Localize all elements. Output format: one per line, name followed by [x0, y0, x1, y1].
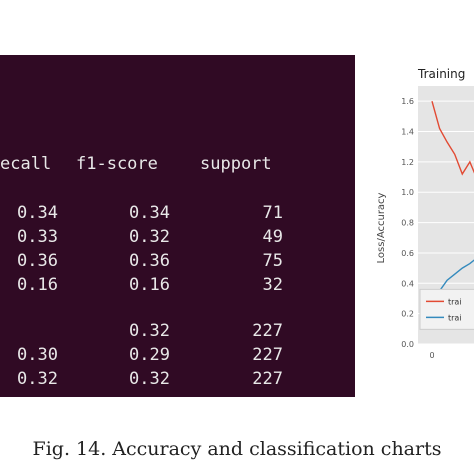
header-support: support	[200, 154, 272, 174]
y-tick-label: 1.4	[401, 128, 414, 137]
terminal-classification-report: ecall f1-score support 0.34 0.34 71 0.33 0.3…	[0, 55, 355, 397]
chart-ylabel: Loss/Accuracy	[376, 192, 387, 263]
legend-label: trai	[448, 313, 462, 322]
report-cell-recall: 0.33	[17, 227, 58, 247]
x-ticks: 0	[429, 351, 434, 360]
report-cell-recall: 0.32	[17, 369, 58, 389]
y-tick-label: 0.0	[401, 340, 414, 349]
report-cell-f1: 0.32	[129, 321, 170, 341]
series-line-1	[431, 259, 474, 295]
y-ticks: 0.0 0.2 0.4 0.6 0.8 1.0 1.2 1.4 1.6	[401, 97, 414, 349]
report-cell-support: 227	[252, 321, 283, 341]
y-tick-label: 0.4	[401, 279, 414, 288]
report-cell-f1: 0.34	[129, 203, 170, 223]
x-tick-label: 0	[429, 351, 434, 360]
header-f1-score: f1-score	[76, 154, 158, 174]
report-cell-support: 227	[252, 345, 283, 365]
y-tick-label: 0.6	[401, 249, 414, 258]
report-cell-support: 49	[262, 227, 283, 247]
report-cell-f1: 0.36	[129, 251, 170, 271]
y-tick-label: 1.0	[401, 188, 414, 197]
series-lines	[431, 100, 474, 295]
report-cell-f1: 0.32	[129, 369, 170, 389]
header-recall: ecall	[0, 154, 52, 174]
report-cell-support: 75	[262, 251, 283, 271]
series-line-0	[431, 100, 474, 176]
training-chart: Training Loss/Accuracy 0.0 0.2 0.4 0.6 0.8 1.…	[376, 67, 474, 360]
report-cell-f1: 0.32	[129, 227, 170, 247]
chart-title: Training	[417, 67, 465, 81]
y-tick-label: 1.2	[401, 158, 414, 167]
figure-caption: Fig. 14. Accuracy and classification cha…	[32, 438, 442, 460]
report-cell-recall: 0.36	[17, 251, 58, 271]
report-cell-support: 227	[252, 369, 283, 389]
y-tick-label: 0.8	[401, 219, 414, 228]
report-cell-recall: 0.16	[17, 275, 58, 295]
legend: trai trai	[419, 288, 474, 330]
report-cell-f1: 0.29	[129, 345, 170, 365]
legend-box	[419, 288, 474, 330]
report-cell-support: 32	[262, 275, 283, 295]
report-cell-recall: 0.30	[17, 345, 58, 365]
y-tick-label: 1.6	[401, 97, 414, 106]
report-cell-support: 71	[262, 203, 283, 223]
legend-label: trai	[448, 297, 462, 306]
y-tick-label: 0.2	[401, 310, 414, 319]
report-cell-f1: 0.16	[129, 275, 170, 295]
report-cell-recall: 0.34	[17, 203, 58, 223]
